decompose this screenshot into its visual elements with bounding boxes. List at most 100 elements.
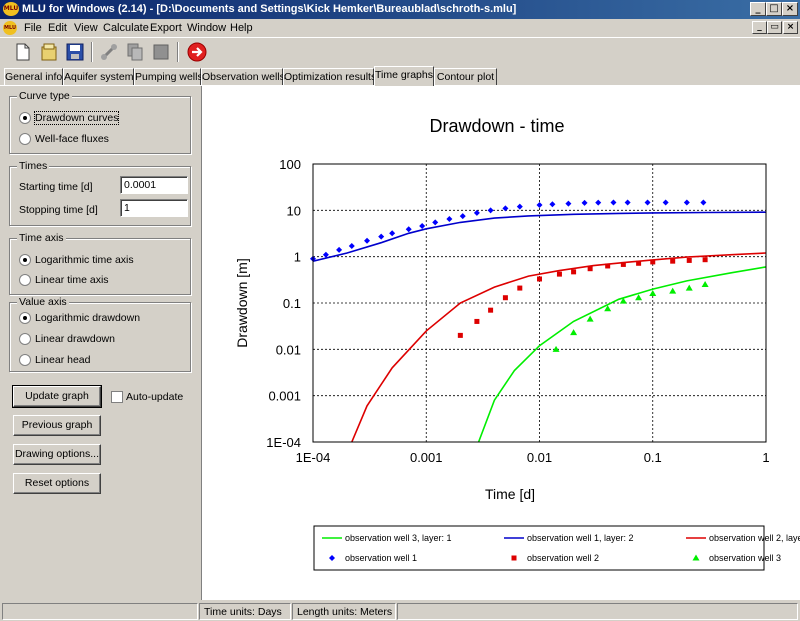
- drawing-options-button[interactable]: Drawing options...: [13, 444, 101, 465]
- document-icon[interactable]: MLU: [3, 21, 17, 35]
- data-point-series-1: [473, 209, 480, 216]
- data-point-series-1: [389, 230, 396, 237]
- radio-label: Logarithmic drawdown: [35, 312, 141, 325]
- radio-label: Linear head: [35, 354, 91, 367]
- toolbar: [0, 37, 800, 65]
- data-point-series-1: [405, 226, 412, 233]
- legend-entry-label: observation well 3, layer: 1: [345, 533, 452, 543]
- data-point-series-1: [419, 222, 426, 229]
- link-icon[interactable]: [98, 41, 120, 63]
- child-minimize-icon[interactable]: _: [752, 21, 767, 34]
- legend-marker-swatch: [329, 555, 335, 561]
- y-tick-label: 0.01: [276, 342, 301, 357]
- grid-icon[interactable]: [150, 41, 172, 63]
- minimize-icon[interactable]: _: [750, 2, 766, 16]
- time-units-status: Time units: Days: [199, 603, 291, 620]
- radio-drawdown-curves[interactable]: Drawdown curves: [19, 111, 120, 126]
- status-panel-empty: [397, 603, 798, 620]
- data-point-series-2: [620, 261, 626, 267]
- close-icon[interactable]: ×: [782, 2, 798, 16]
- data-point-series-3: [701, 281, 709, 288]
- data-point-series-3: [570, 329, 578, 336]
- time-axis-group: Time axis Logarithmic time axis Linear t…: [9, 232, 191, 295]
- times-group: Times Starting time [d] Stopping time [d…: [9, 160, 191, 226]
- maximize-icon[interactable]: □: [766, 2, 782, 16]
- reset-options-button[interactable]: Reset options: [13, 473, 101, 494]
- y-tick-label: 1: [294, 250, 301, 265]
- legend-marker-swatch: [692, 554, 700, 561]
- checkbox-box[interactable]: [111, 391, 123, 404]
- menu-calculate[interactable]: Calculate: [103, 22, 149, 34]
- data-point-series-3: [604, 305, 612, 312]
- data-point-series-1: [581, 199, 588, 206]
- menu-export[interactable]: Export: [150, 22, 182, 34]
- radio-linear-drawdown[interactable]: Linear drawdown: [19, 333, 115, 347]
- stopping-time-input[interactable]: [120, 199, 188, 217]
- data-point-series-1: [487, 207, 494, 214]
- data-point-series-2: [587, 266, 593, 272]
- legend-entry-label: observation well 1: [345, 553, 417, 563]
- menu-view[interactable]: View: [74, 22, 98, 34]
- radio-button[interactable]: [19, 333, 31, 346]
- open-folder-icon[interactable]: [38, 41, 60, 63]
- radio-logarithmic-time-axis[interactable]: Logarithmic time axis: [19, 254, 134, 268]
- app-icon[interactable]: MLU: [3, 2, 19, 16]
- radio-button[interactable]: [19, 354, 31, 367]
- menu-bar: MLU File Edit View Calculate Export Wind…: [0, 19, 800, 37]
- options-panel: Curve type Drawdown curves Well-face flu…: [0, 86, 201, 600]
- radio-button[interactable]: [19, 133, 31, 146]
- data-point-series-1: [348, 242, 355, 249]
- previous-graph-button[interactable]: Previous graph: [13, 415, 101, 436]
- tab-optimization-results[interactable]: Optimization results: [283, 68, 376, 85]
- auto-update-checkbox[interactable]: Auto-update: [111, 391, 183, 404]
- tab-pumping-wells[interactable]: Pumping wells: [134, 68, 203, 85]
- update-graph-button[interactable]: Update graph: [12, 385, 102, 408]
- radio-button-checked[interactable]: [19, 254, 31, 267]
- title-bar[interactable]: MLU MLU for Windows (2.14) - [D:\Documen…: [0, 0, 800, 19]
- value-axis-label: Value axis: [17, 296, 69, 308]
- data-point-series-1: [322, 251, 329, 258]
- new-file-icon[interactable]: [12, 41, 34, 63]
- data-point-series-2: [537, 276, 542, 282]
- radio-button-checked[interactable]: [19, 112, 31, 125]
- save-disk-icon[interactable]: [64, 41, 86, 63]
- radio-linear-time-axis[interactable]: Linear time axis: [19, 274, 109, 288]
- radio-button[interactable]: [19, 274, 31, 287]
- curve-series-3: [351, 252, 766, 442]
- legend-entry-label: observation well 2, layer: 2: [709, 533, 800, 543]
- child-restore-icon[interactable]: ▭: [767, 21, 782, 34]
- copy-icon[interactable]: [124, 41, 146, 63]
- x-tick-label: 0.01: [527, 450, 552, 465]
- legend-entry-label: observation well 1, layer: 2: [527, 533, 634, 543]
- data-point-series-3: [552, 345, 560, 352]
- menu-file[interactable]: File: [24, 22, 42, 34]
- toolbar-separator: [177, 42, 179, 62]
- legend-entry-label: observation well 3: [709, 553, 781, 563]
- menu-edit[interactable]: Edit: [48, 22, 67, 34]
- run-arrow-icon[interactable]: [186, 41, 208, 63]
- legend-entry-label: observation well 2: [527, 553, 599, 563]
- menu-help[interactable]: Help: [230, 22, 253, 34]
- data-point-series-2: [457, 332, 463, 338]
- radio-linear-head[interactable]: Linear head: [19, 354, 90, 368]
- tab-aquifer-system[interactable]: Aquifer system: [63, 68, 134, 85]
- tab-observation-wells[interactable]: Observation wells: [201, 68, 285, 85]
- radio-button-checked[interactable]: [19, 312, 31, 325]
- data-point-series-1: [662, 199, 669, 206]
- data-point-series-1: [565, 200, 572, 207]
- tab-general-info[interactable]: General info: [4, 68, 63, 85]
- y-tick-label: 100: [279, 157, 301, 172]
- child-close-icon[interactable]: ×: [783, 21, 798, 34]
- times-label: Times: [17, 160, 50, 172]
- radio-logarithmic-drawdown[interactable]: Logarithmic drawdown: [19, 312, 140, 326]
- stopping-time-label: Stopping time [d]: [19, 204, 98, 216]
- data-point-series-1: [595, 199, 602, 206]
- tab-time-graphs[interactable]: Time graphs: [374, 66, 434, 86]
- starting-time-input[interactable]: [120, 176, 188, 194]
- radio-well-face-fluxes[interactable]: Well-face fluxes: [19, 133, 109, 147]
- data-point-series-1: [364, 237, 371, 244]
- data-point-series-3: [649, 290, 657, 297]
- time-axis-label: Time axis: [17, 232, 66, 244]
- menu-window[interactable]: Window: [187, 22, 227, 34]
- tab-contour-plot[interactable]: Contour plot: [434, 68, 497, 85]
